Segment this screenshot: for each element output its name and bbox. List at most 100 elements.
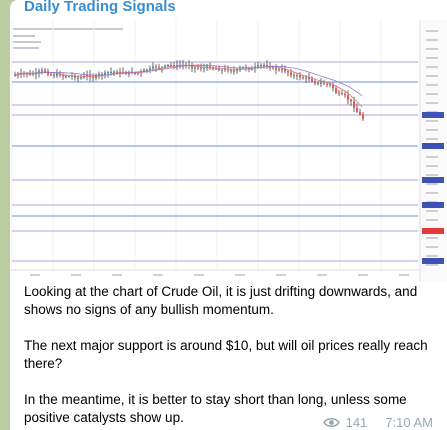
price-tag <box>422 143 444 149</box>
post-paragraph-1: Looking at the chart of Crude Oil, it is… <box>24 284 418 317</box>
candle-body <box>209 66 211 69</box>
candle-body <box>224 68 226 70</box>
candle-body <box>59 73 61 76</box>
message-bubble: Daily Trading Signals Looking at the cha… <box>10 0 447 430</box>
chart-candles <box>13 60 364 121</box>
candle-body <box>284 69 286 72</box>
candle-body <box>92 76 94 79</box>
candle-body <box>200 67 202 69</box>
candle-body <box>212 68 214 70</box>
candle-body <box>221 69 223 71</box>
candle-body <box>362 114 364 119</box>
price-tag <box>422 177 444 183</box>
candle-body <box>158 67 160 69</box>
candle-body <box>149 68 151 71</box>
view-count: 141 <box>345 415 368 430</box>
candle-body <box>44 70 46 72</box>
candle-body <box>293 75 295 77</box>
candle-body <box>332 84 334 89</box>
candle-body <box>155 66 157 68</box>
candle-body <box>152 66 154 69</box>
candle-body <box>110 71 112 73</box>
candle-body <box>269 66 271 69</box>
candle-body <box>239 67 241 70</box>
candle-body <box>50 74 52 76</box>
candle-body <box>140 71 142 73</box>
post-paragraph-2: The next major support is around $10, bu… <box>24 338 428 371</box>
chart-support-lines <box>12 61 418 262</box>
chart-price-axis <box>10 20 447 282</box>
candle-body <box>260 65 262 66</box>
candlestick-chart <box>10 20 447 282</box>
candle-body <box>311 79 313 82</box>
price-tag <box>422 228 444 234</box>
candle-body <box>62 75 64 77</box>
candle-body <box>101 74 103 76</box>
candle-body <box>257 65 259 67</box>
candle-body <box>275 67 277 70</box>
candle-body <box>56 73 58 76</box>
post-paragraph-3: In the meantime, it is better to stay sh… <box>24 392 407 425</box>
candle-body <box>287 71 289 73</box>
candle-body <box>233 70 235 72</box>
candle-body <box>191 66 193 68</box>
candle-body <box>143 69 145 72</box>
candle-body <box>323 82 325 84</box>
candle-body <box>134 72 136 74</box>
message-meta: 141 7:10 AM <box>322 415 433 430</box>
candle-body <box>77 77 79 79</box>
chart-header <box>13 28 123 49</box>
candle-body <box>86 74 88 76</box>
post-text: Looking at the chart of Crude Oil, it is… <box>24 283 436 430</box>
candle-body <box>326 83 328 85</box>
candle-body <box>335 88 337 93</box>
candle-body <box>359 111 361 115</box>
candle-body <box>347 95 349 100</box>
candle-body <box>20 73 22 75</box>
candle-body <box>53 74 55 76</box>
candle-body <box>329 84 331 86</box>
candle-body <box>137 72 139 74</box>
candle-body <box>89 74 91 77</box>
chart-image[interactable] <box>10 20 447 282</box>
candle-body <box>167 65 169 66</box>
candle-body <box>173 65 175 67</box>
candle-body <box>230 70 232 72</box>
candle-body <box>164 65 166 68</box>
candle-body <box>266 65 268 67</box>
candle-body <box>254 66 256 69</box>
candle-body <box>290 72 292 76</box>
eye-icon <box>322 418 340 427</box>
price-tag <box>422 202 444 208</box>
candle-body <box>314 81 316 84</box>
candle-body <box>278 69 280 71</box>
price-tag <box>422 258 444 264</box>
candle-body <box>320 82 322 84</box>
candle-body <box>299 75 301 78</box>
candle-body <box>356 107 358 112</box>
candle-body <box>341 93 343 95</box>
candle-body <box>38 71 40 73</box>
candle-body <box>218 68 220 71</box>
candle-body <box>308 77 310 80</box>
candle-body <box>353 101 355 108</box>
candle-body <box>71 75 73 77</box>
candle-body <box>107 72 109 74</box>
candle-body <box>350 99 352 102</box>
candle-body <box>263 65 265 66</box>
candle-body <box>74 75 76 78</box>
candle-body <box>65 75 67 77</box>
candle-body <box>305 77 307 79</box>
candle-body <box>68 76 70 78</box>
message-time: 7:10 AM <box>385 415 433 430</box>
candle-body <box>317 82 319 84</box>
channel-title[interactable]: Daily Trading Signals <box>24 0 176 15</box>
candle-body <box>170 65 172 66</box>
candle-body <box>344 93 346 96</box>
candle-body <box>80 77 82 79</box>
candle-body <box>203 68 205 70</box>
candle-body <box>272 67 274 69</box>
candle-body <box>95 75 97 79</box>
candle-body <box>194 67 196 69</box>
candle-body <box>281 69 283 71</box>
